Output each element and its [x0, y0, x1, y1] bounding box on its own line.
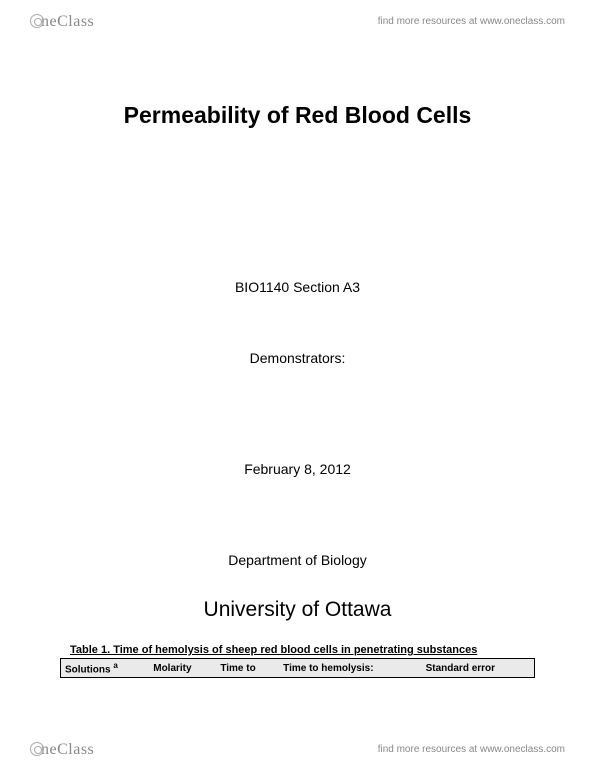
table-header-row: Solutions a Molarity Time to Time to hem…: [61, 659, 535, 678]
col-stderr: Standard error: [422, 659, 535, 678]
header-tagline: find more resources at www.oneclass.com: [378, 16, 565, 27]
hemolysis-table: Solutions a Molarity Time to Time to hem…: [60, 658, 535, 678]
document-body: Permeability of Red Blood Cells BIO1140 …: [0, 42, 595, 728]
course-section: BIO1140 Section A3: [60, 279, 535, 295]
col-time-to: Time to: [216, 659, 279, 678]
document-date: February 8, 2012: [60, 461, 535, 477]
brand-name-footer: neClass: [41, 741, 94, 758]
brand-logo: neClass: [30, 12, 94, 31]
logo-circle-icon: [30, 742, 44, 756]
page-footer: neClass find more resources at www.onecl…: [0, 728, 595, 770]
table-caption: Table 1. Time of hemolysis of sheep red …: [60, 644, 535, 656]
brand-name: neClass: [41, 13, 94, 30]
brand-logo-footer: neClass: [30, 740, 94, 759]
table-region: Table 1. Time of hemolysis of sheep red …: [60, 644, 535, 678]
demonstrators-label: Demonstrators:: [60, 350, 535, 366]
department-line: Department of Biology: [60, 552, 535, 568]
col-time-hemolysis: Time to hemolysis:: [279, 659, 421, 678]
university-line: University of Ottawa: [60, 598, 535, 622]
col-solutions: Solutions a: [61, 659, 150, 678]
document-title: Permeability of Red Blood Cells: [60, 102, 535, 129]
footer-tagline: find more resources at www.oneclass.com: [378, 744, 565, 755]
solutions-marker: a: [113, 661, 117, 670]
page-header: neClass find more resources at www.onecl…: [0, 0, 595, 42]
col-molarity: Molarity: [149, 659, 216, 678]
logo-circle-icon: [30, 14, 44, 28]
col-solutions-label: Solutions: [65, 664, 111, 675]
